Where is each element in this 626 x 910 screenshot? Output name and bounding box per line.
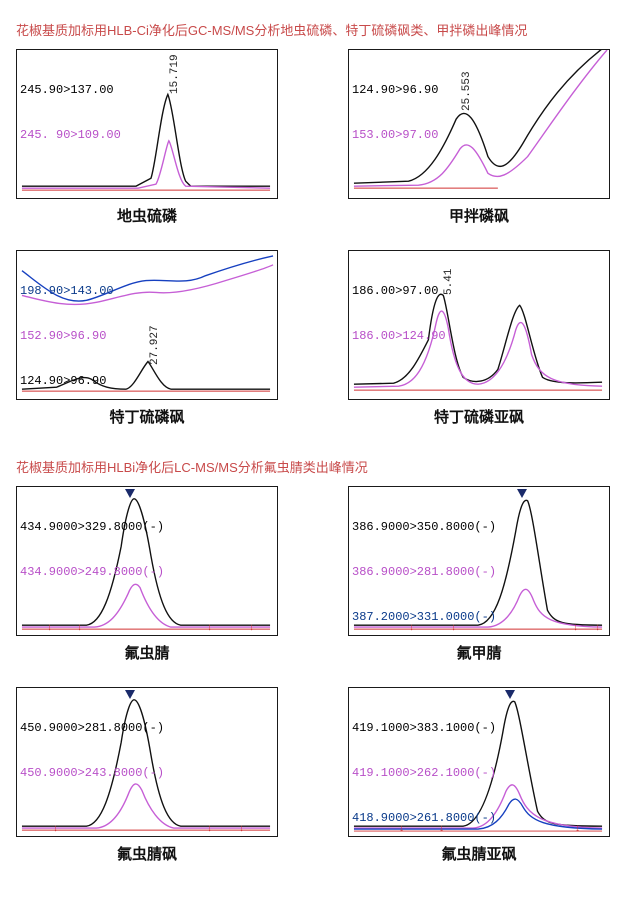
chart: 245.90>137.00 245. 90>109.00 15.719 [16,49,278,199]
chart: 419.1000>383.1000(-) 419.1000>262.1000(-… [348,687,610,837]
legend: 434.9000>329.8000(-) 434.9000>249.8000(-… [20,490,164,610]
marker-icon: ↓ [77,622,82,633]
legend-line: 419.1000>383.1000(-) [352,721,496,736]
chart: 198.90>143.00 152.90>96.90 124.90>96.90 … [16,250,278,400]
legend-line: 186.00>97.00 [352,284,446,299]
peak-rt-label: 27.927 [149,325,161,365]
chart: 124.90>96.90 153.00>97.00 25.553 [348,49,610,199]
caption: 特丁硫磷砜 [109,406,184,427]
panel-tedingliulinyafeng: 186.00>97.00 186.00>124.90 5.41 特丁硫磷亚砜 [348,250,610,427]
caption: 氟甲腈 [456,642,501,663]
caption: 氟虫腈亚砜 [441,843,516,864]
lcms-grid: 434.9000>329.8000(-) 434.9000>249.8000(-… [16,486,610,864]
marker-icon: ↓ [207,823,212,834]
legend-line: 124.90>96.90 [352,83,438,98]
caption: 甲拌磷砜 [449,205,509,226]
legend: 198.90>143.00 152.90>96.90 124.90>96.90 [20,254,114,400]
panel-fuchongjingyafeng: 419.1000>383.1000(-) 419.1000>262.1000(-… [348,687,610,864]
gcms-grid: 245.90>137.00 245. 90>109.00 15.719 地虫硫磷… [16,49,610,427]
marker-icon: ↓ [207,622,212,633]
caption: 地虫硫磷 [117,205,177,226]
legend-line: 198.90>143.00 [20,284,114,299]
legend-line: 450.9000>281.8000(-) [20,721,164,736]
peak-rt-label: 25.553 [461,71,473,111]
legend: 186.00>97.00 186.00>124.90 [352,254,446,374]
chart: 434.9000>329.8000(-) 434.9000>249.8000(-… [16,486,278,636]
legend-line: 153.00>97.00 [352,128,438,143]
legend: 450.9000>281.8000(-) 450.9000>243.8000(-… [20,691,164,811]
legend-line: 434.9000>329.8000(-) [20,520,164,535]
legend-line: 245.90>137.00 [20,83,121,98]
panel-fujiajing: 386.9000>350.8000(-) 386.9000>281.8000(-… [348,486,610,663]
legend: 245.90>137.00 245. 90>109.00 [20,53,121,173]
legend-line: 387.2000>331.0000(-) [352,610,496,625]
marker-icon: ↓ [47,622,52,633]
legend-line: 386.9000>350.8000(-) [352,520,496,535]
chart: 450.9000>281.8000(-) 450.9000>243.8000(-… [16,687,278,837]
legend-line: 245. 90>109.00 [20,128,121,143]
legend: 124.90>96.90 153.00>97.00 [352,53,438,173]
panel-dichongliulin: 245.90>137.00 245. 90>109.00 15.719 地虫硫磷 [16,49,278,226]
panel-tedingliulinfeng: 198.90>143.00 152.90>96.90 124.90>96.90 … [16,250,278,427]
peak-rt-label: 15.719 [169,54,181,94]
legend-line: 418.9000>261.8000(-) [352,811,496,826]
caption: 氟虫腈 [124,642,169,663]
legend-line: 419.1000>262.1000(-) [352,766,496,781]
panel-fuchongjingfeng: 450.9000>281.8000(-) 450.9000>243.8000(-… [16,687,278,864]
marker-icon: ↓ [249,622,254,633]
legend-line: 450.9000>243.8000(-) [20,766,164,781]
caption: 氟虫腈砜 [117,843,177,864]
chart: 386.9000>350.8000(-) 386.9000>281.8000(-… [348,486,610,636]
legend-line: 124.90>96.90 [20,374,114,389]
caption: 特丁硫磷亚砜 [434,406,524,427]
section1-title: 花椒基质加标用HLB-Ci净化后GC-MS/MS分析地虫硫磷、特丁硫磷砜类、甲拌… [16,20,610,39]
legend: 419.1000>383.1000(-) 419.1000>262.1000(-… [352,691,496,837]
chart: 186.00>97.00 186.00>124.90 5.41 [348,250,610,400]
legend: 386.9000>350.8000(-) 386.9000>281.8000(-… [352,490,496,636]
legend-line: 152.90>96.90 [20,329,114,344]
marker-icon: ↓ [595,622,600,633]
marker-icon: ↓ [575,823,580,834]
marker-icon: ↓ [239,823,244,834]
legend-line: 186.00>124.90 [352,329,446,344]
legend-line: 434.9000>249.8000(-) [20,565,164,580]
legend-line: 386.9000>281.8000(-) [352,565,496,580]
marker-icon: ↓ [573,622,578,633]
panel-jiabanlinfeng: 124.90>96.90 153.00>97.00 25.553 甲拌磷砜 [348,49,610,226]
marker-icon: ↓ [53,823,58,834]
panel-fuchongjing: 434.9000>329.8000(-) 434.9000>249.8000(-… [16,486,278,663]
section2-title: 花椒基质加标用HLBi净化后LC-MS/MS分析氟虫腈类出峰情况 [16,457,610,476]
